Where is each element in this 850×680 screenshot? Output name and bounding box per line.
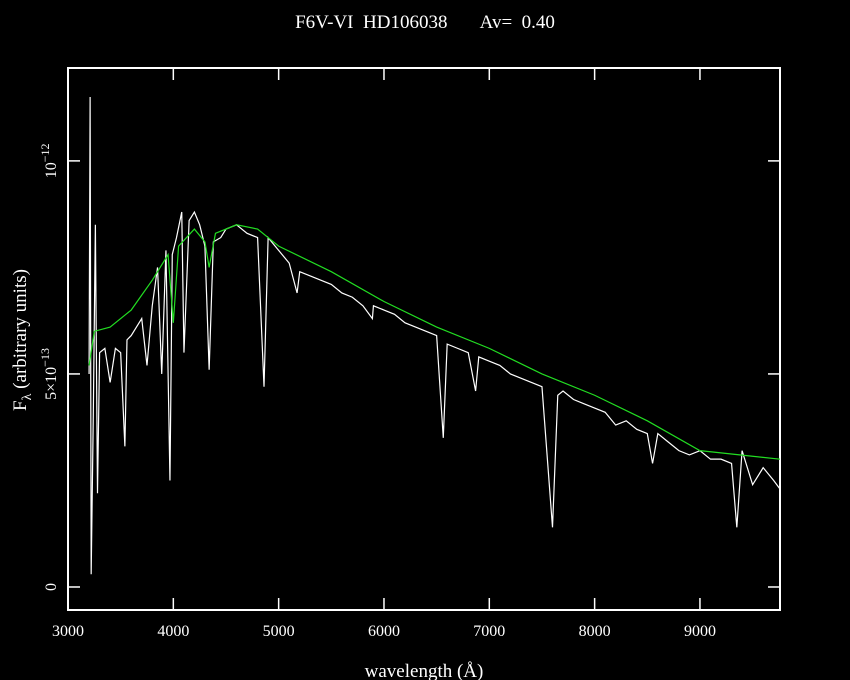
chart-title: F6V-VI HD106038 Av= 0.40 [295, 12, 555, 33]
x-axis-label: wavelength (Å) [365, 661, 484, 680]
plot-frame [67, 67, 781, 611]
y-axis-label-rest: (arbitrary units) [10, 269, 31, 394]
y-tick-label-base: 10 [43, 162, 60, 178]
y-axis-label-main: F [10, 400, 31, 411]
y-tick-label-base: 0 [43, 583, 60, 591]
y-tick-label: 5×10−13 [38, 348, 60, 400]
y-tick-label-base: 5×10 [43, 367, 60, 400]
x-tick-label: 7000 [473, 623, 505, 640]
x-tick-label: 3000 [52, 623, 84, 640]
y-tick-label-exponent: −13 [38, 348, 52, 367]
spectrum-line [88, 96, 781, 575]
x-tick-label: 8000 [579, 623, 611, 640]
y-axis-label: Fλ (arbitrary units) [10, 269, 35, 411]
x-tick-label: 4000 [157, 623, 189, 640]
y-tick-label-exponent: −12 [38, 143, 52, 162]
y-tick-label: 10−12 [38, 143, 60, 178]
x-tick-label: 6000 [368, 623, 400, 640]
x-tick-label: 9000 [684, 623, 716, 640]
spectrum-line [88, 224, 781, 460]
y-axis-label-sub: λ [20, 393, 35, 400]
y-tick-label: 0 [43, 583, 60, 591]
x-tick-label: 5000 [263, 623, 295, 640]
